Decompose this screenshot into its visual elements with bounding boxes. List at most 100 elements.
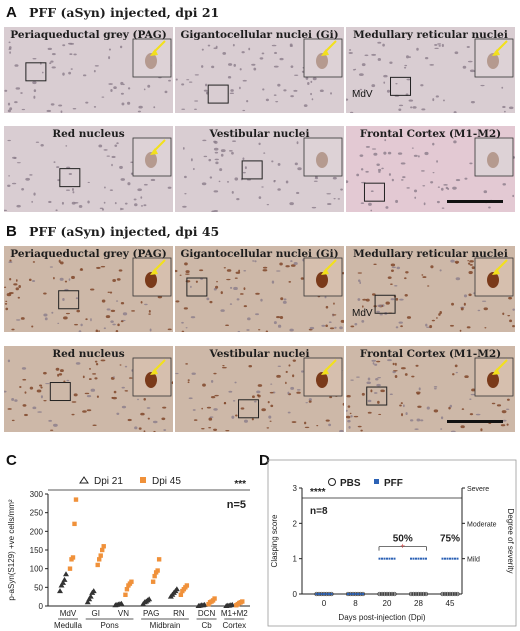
chart-c: 0 50 100 150 200 250 300 p-aSyn(S129) +ve cells… [7, 476, 250, 630]
y-tick-label: 100 [30, 565, 44, 574]
point-dpi45 [184, 583, 190, 588]
point-pff [318, 593, 320, 595]
significance-label: *** [234, 479, 246, 490]
point-dpi45 [100, 547, 105, 553]
point-pbs [379, 591, 385, 597]
y-tick-label: 0 [39, 602, 44, 611]
point-pbs [447, 591, 453, 597]
chart-d-frame [267, 459, 517, 627]
point-pbs [411, 591, 416, 597]
point-dpi45 [101, 544, 106, 549]
tile-a-4: Red nucleus [4, 126, 173, 212]
y-axis-label: Clasping score [270, 514, 279, 567]
point-dpi45 [95, 562, 100, 568]
n-label: n=8 [310, 506, 328, 517]
point-pff [352, 593, 354, 595]
y-tick-label: 1 [293, 555, 298, 564]
panel-b-title: PFF (aSyn) injected, dpi 45 [29, 224, 220, 239]
point-dpi21 [58, 582, 65, 588]
point-dpi45 [67, 566, 73, 571]
tile-a-6: Frontal Cortex (M1-M2) [346, 126, 515, 212]
tile-b-2: Gigantocellular nuclei (Gi) [175, 246, 344, 332]
percent-label: 50% [393, 534, 413, 545]
point-pff [323, 593, 325, 595]
point-pff [441, 557, 444, 560]
tile-label: Gigantocellular nuclei (Gi) [180, 248, 339, 260]
point-pff [328, 593, 330, 595]
point-dpi45 [98, 553, 103, 558]
tile-label: Frontal Cortex (M1-M2) [359, 128, 502, 140]
point-pff [388, 557, 391, 560]
x-tick-label: VN [118, 609, 129, 618]
point-pff [422, 557, 425, 560]
tile-label: Vestibular nuclei [209, 348, 310, 360]
panel-b-figure: Periaqueductal grey (PAG) Gigantocellular… [4, 246, 515, 432]
point-pff [410, 557, 412, 560]
point-pbs [408, 591, 414, 597]
y-tick-label: 150 [30, 546, 44, 555]
x-tick-label: 8 [353, 599, 358, 608]
point-pff [444, 557, 446, 560]
point-dpi45 [129, 579, 134, 584]
point-pbs [440, 591, 445, 597]
tile-label: Gigantocellular nuclei (Gi) [180, 29, 339, 41]
point-pff [349, 593, 352, 595]
point-pff [415, 557, 417, 560]
point-pbs [384, 591, 390, 597]
point-pff [412, 557, 415, 560]
point-dpi21 [173, 586, 180, 592]
tile-label: Frontal Cortex (M1-M2) [359, 348, 502, 360]
tile-label: Periaqueductal grey (PAG) [10, 29, 167, 41]
point-pff [417, 557, 420, 560]
point-pff [378, 557, 381, 560]
group-label: Pons [100, 621, 118, 630]
point-dpi45 [155, 568, 160, 573]
severity-label: Moderate [467, 521, 497, 528]
point-pff [425, 557, 427, 560]
x-axis-label: Days post-injection (Dpi) [338, 613, 425, 622]
legend-label-pbs: PBS [340, 478, 361, 489]
tile-b-4: Red nucleus [4, 346, 173, 432]
y-axis-label: p-aSyn(S129) +ve cells/mm² [7, 499, 16, 600]
point-pbs [450, 591, 455, 597]
x-tick-label: 0 [322, 599, 327, 608]
x-tick-label: RN [173, 609, 185, 618]
point-dpi21 [84, 599, 91, 605]
point-dpi45 [178, 592, 184, 597]
point-pff [454, 557, 456, 560]
point-dpi21 [90, 588, 97, 594]
tile-label: Medullary reticular nuclei [353, 29, 508, 41]
point-pff [347, 593, 349, 595]
point-pff [391, 557, 393, 560]
point-dpi21 [61, 576, 68, 582]
point-dpi21 [57, 588, 63, 594]
point-dpi45 [156, 557, 162, 562]
legend-label-dpi21: Dpi 21 [94, 476, 123, 487]
panel-a-figure: Periaqueductal grey (PAG) Gigantocellular… [0, 0, 520, 220]
tile-a-5: Vestibular nuclei [175, 126, 344, 212]
point-pff [362, 593, 364, 595]
point-dpi45 [124, 587, 130, 592]
percent-label: 75% [440, 534, 460, 545]
point-dpi45 [123, 592, 128, 597]
tile-a-2: Gigantocellular nuclei (Gi) [175, 27, 344, 113]
point-pbs [421, 591, 426, 597]
point-dpi45 [73, 497, 79, 502]
panel-a-letter: A [6, 4, 17, 21]
point-pff [456, 557, 459, 560]
legend-marker-dpi21 [79, 476, 89, 484]
legend-marker-pff [374, 479, 379, 484]
point-dpi21 [60, 579, 66, 585]
legend-label-dpi45: Dpi 45 [152, 476, 181, 487]
point-pbs [418, 591, 424, 597]
point-pff [451, 557, 454, 560]
tile-label: Vestibular nuclei [209, 128, 310, 140]
point-pff [393, 557, 396, 560]
point-pff [359, 593, 362, 595]
point-dpi21 [146, 596, 153, 602]
point-dpi45 [97, 557, 102, 562]
point-pbs [445, 591, 450, 597]
point-pff [386, 557, 388, 560]
point-pff [357, 593, 359, 595]
x-tick-label: PAG [143, 609, 159, 618]
